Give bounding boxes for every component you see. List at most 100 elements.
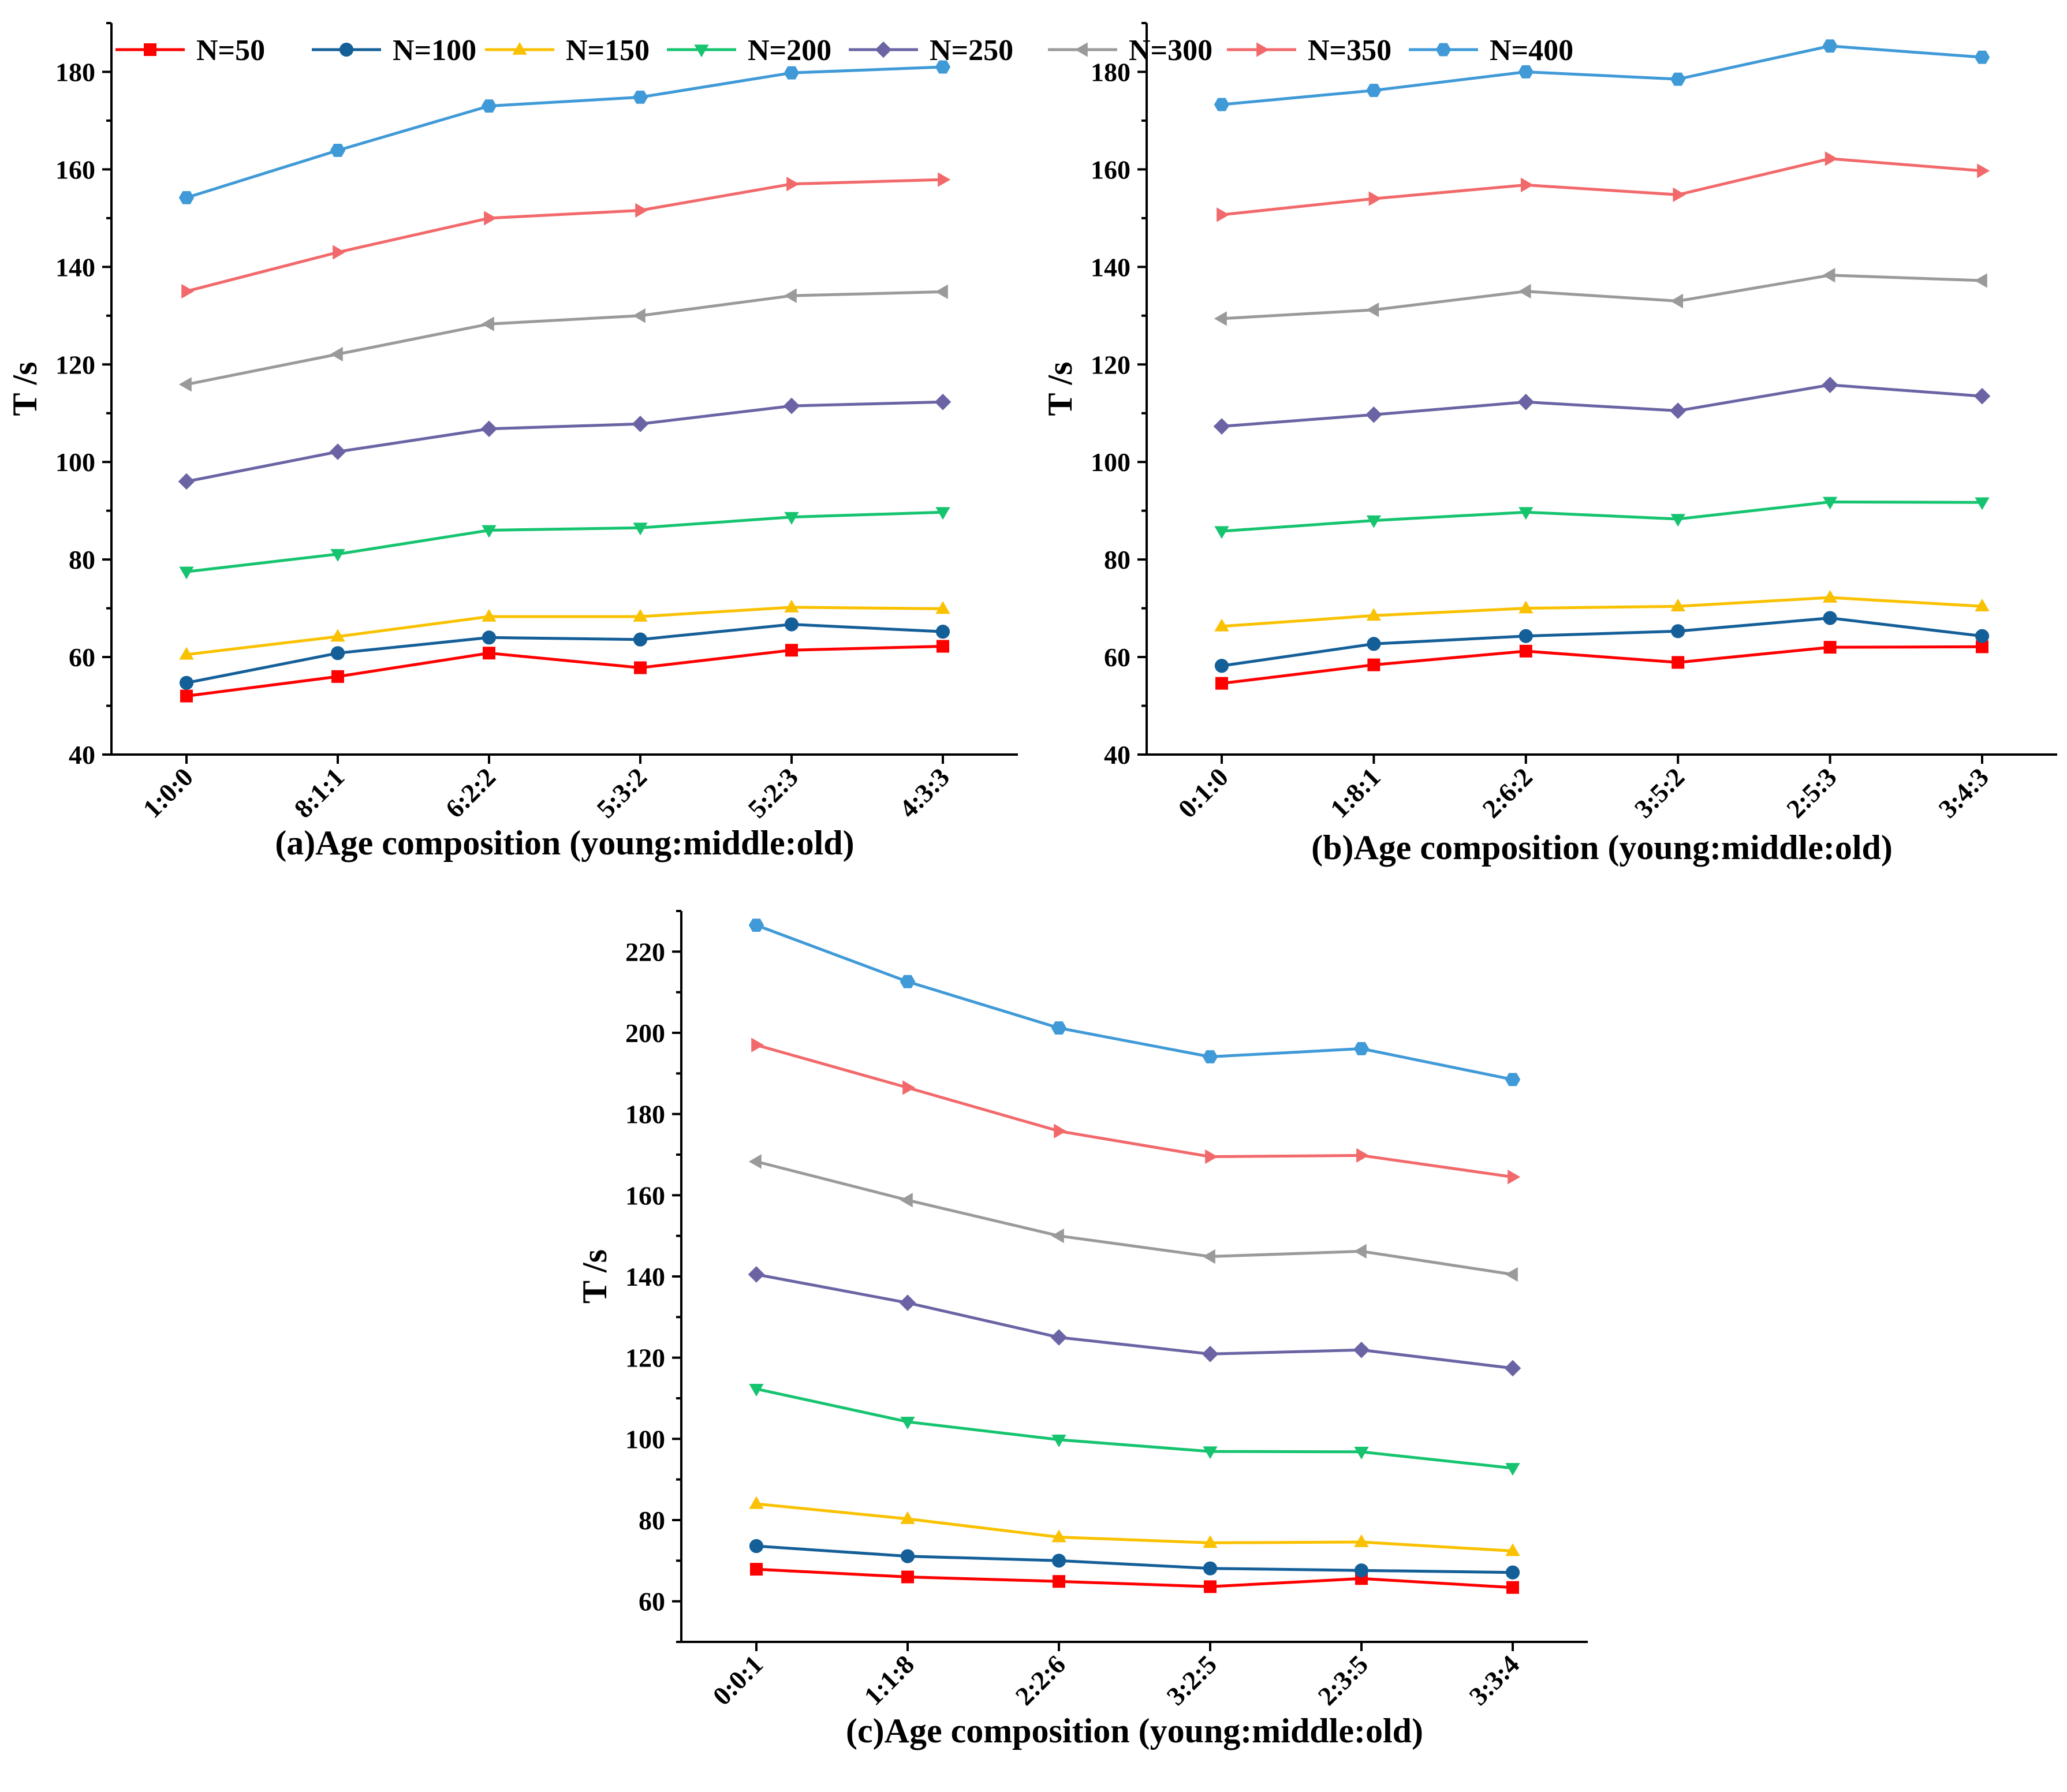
x-tick-label: 2:3:5 [1312,1649,1374,1711]
series-line [756,1544,1513,1574]
data-point [633,632,648,647]
legend-label: N=150 [566,34,650,67]
y-axis-title: T /s [1041,362,1079,416]
legend-label: N=50 [196,34,265,67]
y-tick-label: 160 [1091,155,1130,184]
series-n-100 [179,617,950,690]
data-point [1203,1561,1218,1576]
data-point [1368,191,1382,206]
legend-marker [1435,43,1452,57]
data-point [784,617,799,632]
data-point [1366,84,1382,97]
y-tick-label: 180 [55,57,95,87]
series-n-50 [180,640,949,703]
data-point [1202,1050,1218,1063]
data-point [1975,629,1990,643]
series-n-350 [181,172,951,299]
data-point [935,601,950,614]
data-point [1975,497,1990,510]
data-point [1822,496,1838,510]
data-point [784,512,799,525]
x-tick-label: 3:3:4 [1464,1649,1525,1711]
data-point [899,1294,916,1312]
data-point [484,211,497,226]
data-point [1053,1575,1065,1588]
data-point [1977,163,1990,178]
data-point [784,599,799,613]
data-point [783,66,800,80]
y-tick-label: 100 [1091,447,1130,477]
series-n-250 [1213,376,1991,435]
legend-label: N=100 [393,34,476,67]
data-point [1506,1581,1519,1594]
data-point [1505,1267,1518,1282]
series-line [756,1160,1513,1276]
series-n-350 [751,1037,1521,1185]
data-point [1365,406,1382,423]
data-point [329,443,346,460]
data-point [1054,1123,1067,1138]
data-point [1217,207,1230,222]
x-tick-label: 0:0:1 [707,1649,769,1711]
y-tick-label: 100 [55,447,95,477]
data-point [748,919,764,932]
data-point [482,525,497,538]
data-point [900,1416,915,1429]
data-point [751,1037,764,1052]
y-tick-label: 40 [1104,740,1130,770]
series-line [756,1043,1513,1179]
data-point [632,308,646,323]
data-point [1204,1580,1217,1593]
data-point [748,1154,762,1169]
data-point [1521,177,1534,193]
data-point [1050,1329,1068,1346]
data-point [1051,1554,1066,1568]
x-axis-title: (c)Age composition (young:middle:old) [846,1712,1423,1750]
data-point [481,316,494,331]
data-point [1505,1565,1520,1580]
data-point [1214,526,1229,539]
series-n-50 [750,1563,1519,1594]
x-tick-label: 5:3:2 [591,762,653,824]
y-tick-label: 60 [1104,643,1130,672]
data-point [1822,376,1838,394]
data-point [1504,1360,1521,1377]
data-point [1670,514,1685,527]
x-axis-title: (b)Age composition (young:middle:old) [1311,828,1893,867]
data-point [1367,637,1381,651]
data-point [900,1511,915,1524]
series-line [756,1567,1513,1589]
data-point [1518,507,1534,520]
x-tick-label: 2:2:6 [1010,1649,1072,1711]
data-point [1203,1535,1218,1548]
series-line [186,65,943,199]
series-n-250 [178,394,952,490]
legend-entry-n-350: N=350 [1227,34,1391,67]
y-tick-label: 120 [1091,350,1130,379]
series-line [186,400,943,483]
legend-marker [875,41,892,58]
data-point [635,203,648,218]
data-point [1214,98,1230,111]
data-point [1354,1447,1369,1460]
data-point [1215,677,1228,690]
data-point [1973,387,1991,405]
data-point [1354,1534,1369,1547]
y-tick-label: 140 [55,252,95,282]
legend-entry-n-50: N=50 [115,34,265,67]
y-tick-label: 180 [625,1100,665,1129]
data-point [482,608,497,622]
legend-entry-n-100: N=100 [312,34,476,67]
data-point [333,245,346,260]
y-tick-label: 160 [625,1181,665,1210]
data-point [1214,618,1229,632]
series-line [1221,157,1983,216]
data-point [1051,1434,1066,1447]
data-point [1505,1073,1521,1087]
x-tick-label: 4:3:3 [894,762,956,824]
data-point [749,1496,764,1509]
legend-marker [1256,42,1270,57]
data-point [330,549,345,562]
data-point [901,1570,914,1584]
